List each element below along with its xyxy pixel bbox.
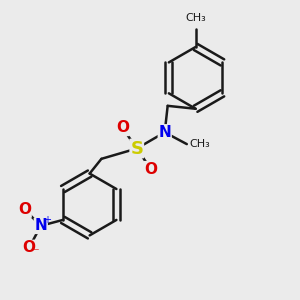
Text: S: S [130, 140, 143, 158]
Text: N: N [34, 218, 47, 233]
Text: CH₃: CH₃ [190, 139, 211, 149]
Text: CH₃: CH₃ [185, 14, 206, 23]
Text: O: O [116, 120, 129, 135]
Text: O: O [144, 162, 158, 177]
Text: O: O [22, 240, 35, 255]
Text: ⁻: ⁻ [32, 247, 39, 260]
Text: N: N [158, 125, 171, 140]
Text: O: O [18, 202, 31, 217]
Text: +: + [43, 215, 51, 225]
